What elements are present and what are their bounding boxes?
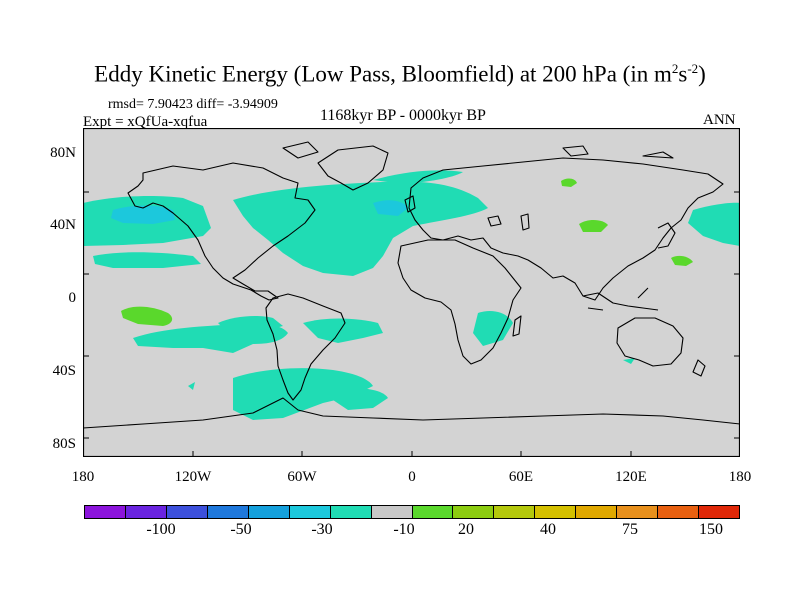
north-pacific-core [111, 205, 175, 224]
negative-anomaly-regions [83, 170, 740, 420]
colorbar-segment [207, 506, 249, 518]
lon-label: 0 [408, 469, 416, 485]
colorbar-segment [617, 506, 659, 518]
colorbar-segment [166, 506, 208, 518]
arctic-islands [282, 141, 674, 159]
africa-coast [397, 239, 522, 365]
world-anomaly-map [83, 128, 740, 457]
colorbar-segment [371, 506, 413, 518]
lon-label: 120W [174, 469, 212, 485]
eurasia-north-band [373, 170, 463, 184]
south-indian-patch [473, 311, 513, 346]
west-pacific-patch [671, 255, 693, 266]
coastlines [83, 141, 740, 429]
south-pacific-band [133, 323, 288, 353]
colorbar-label: -30 [311, 521, 333, 538]
new-zealand-coast [692, 359, 706, 377]
colorbar-label: 75 [622, 521, 638, 538]
australia-coast [616, 317, 684, 367]
lon-label: 180 [728, 469, 752, 485]
uk-coast [404, 195, 416, 213]
siberia-patch [561, 178, 577, 187]
colorbar-segment [125, 506, 167, 518]
colorbar-label: 150 [699, 521, 723, 538]
japan-coast [657, 222, 676, 249]
north-atlantic-band [233, 181, 488, 276]
central-asia-patch [579, 219, 608, 232]
south-atlantic-band [303, 318, 383, 343]
indonesia-islands [582, 287, 659, 311]
colorbar-segment [658, 506, 700, 518]
colorbar-label: 40 [540, 521, 556, 538]
southern-ocean-band [233, 368, 373, 420]
inland-seas [487, 213, 530, 231]
colorbar-segment [412, 506, 454, 518]
strong-negative-anomaly-regions [111, 200, 408, 224]
lon-label: 60W [287, 469, 317, 485]
australia-south-patch [623, 358, 635, 364]
time-period-label: 1168kyr BP - 0000kyr BP [320, 107, 486, 124]
rmsd-diff-stats: rmsd= 7.90423 diff= -3.94909 [108, 97, 278, 112]
colorbar-segment [576, 506, 618, 518]
lat-label: 80N [50, 145, 76, 161]
plot-title: Eddy Kinetic Energy (Low Pass, Bloomfiel… [94, 61, 706, 87]
north-atlantic-core [373, 200, 408, 216]
experiment-label: Expt = xQfUa-xqfua [83, 114, 208, 130]
lat-label: 0 [68, 290, 77, 306]
north-america-coast [127, 162, 316, 301]
antarctica-coast [83, 397, 740, 429]
lat-label: 40S [52, 363, 76, 379]
colorbar-segment [248, 506, 290, 518]
colorbar-segment [289, 506, 331, 518]
north-pacific-east-patch [688, 202, 740, 246]
tropical-pacific-patch [121, 306, 173, 326]
greenland-coast [317, 145, 389, 191]
colorbar-label: -10 [393, 521, 415, 538]
lat-label: 40N [50, 217, 76, 233]
colorbar-label: -50 [230, 521, 252, 538]
lon-label: 60E [508, 469, 534, 485]
southern-atlantic-east [333, 388, 388, 410]
season-label: ANN [703, 112, 736, 128]
eurasia-coast [408, 157, 724, 301]
lon-label: 180 [71, 469, 95, 485]
colorbar-segment [535, 506, 577, 518]
colorbar-label: 20 [458, 521, 474, 538]
colorbar [84, 505, 740, 519]
colorbar-segment [494, 506, 536, 518]
lon-label: 120E [615, 469, 647, 485]
colorbar-segment [85, 506, 126, 518]
colorbar-segment [330, 506, 372, 518]
colorbar-label: -100 [146, 521, 176, 538]
north-pacific-east-band [93, 252, 201, 268]
south-america-coast [265, 293, 346, 401]
positive-anomaly-regions [121, 178, 693, 326]
small-atlantic-patch [188, 382, 195, 390]
map-ticks [83, 191, 740, 457]
colorbar-segment [699, 506, 739, 518]
lat-label: 80S [52, 436, 76, 452]
colorbar-segment [453, 506, 495, 518]
madagascar-coast [512, 315, 522, 337]
